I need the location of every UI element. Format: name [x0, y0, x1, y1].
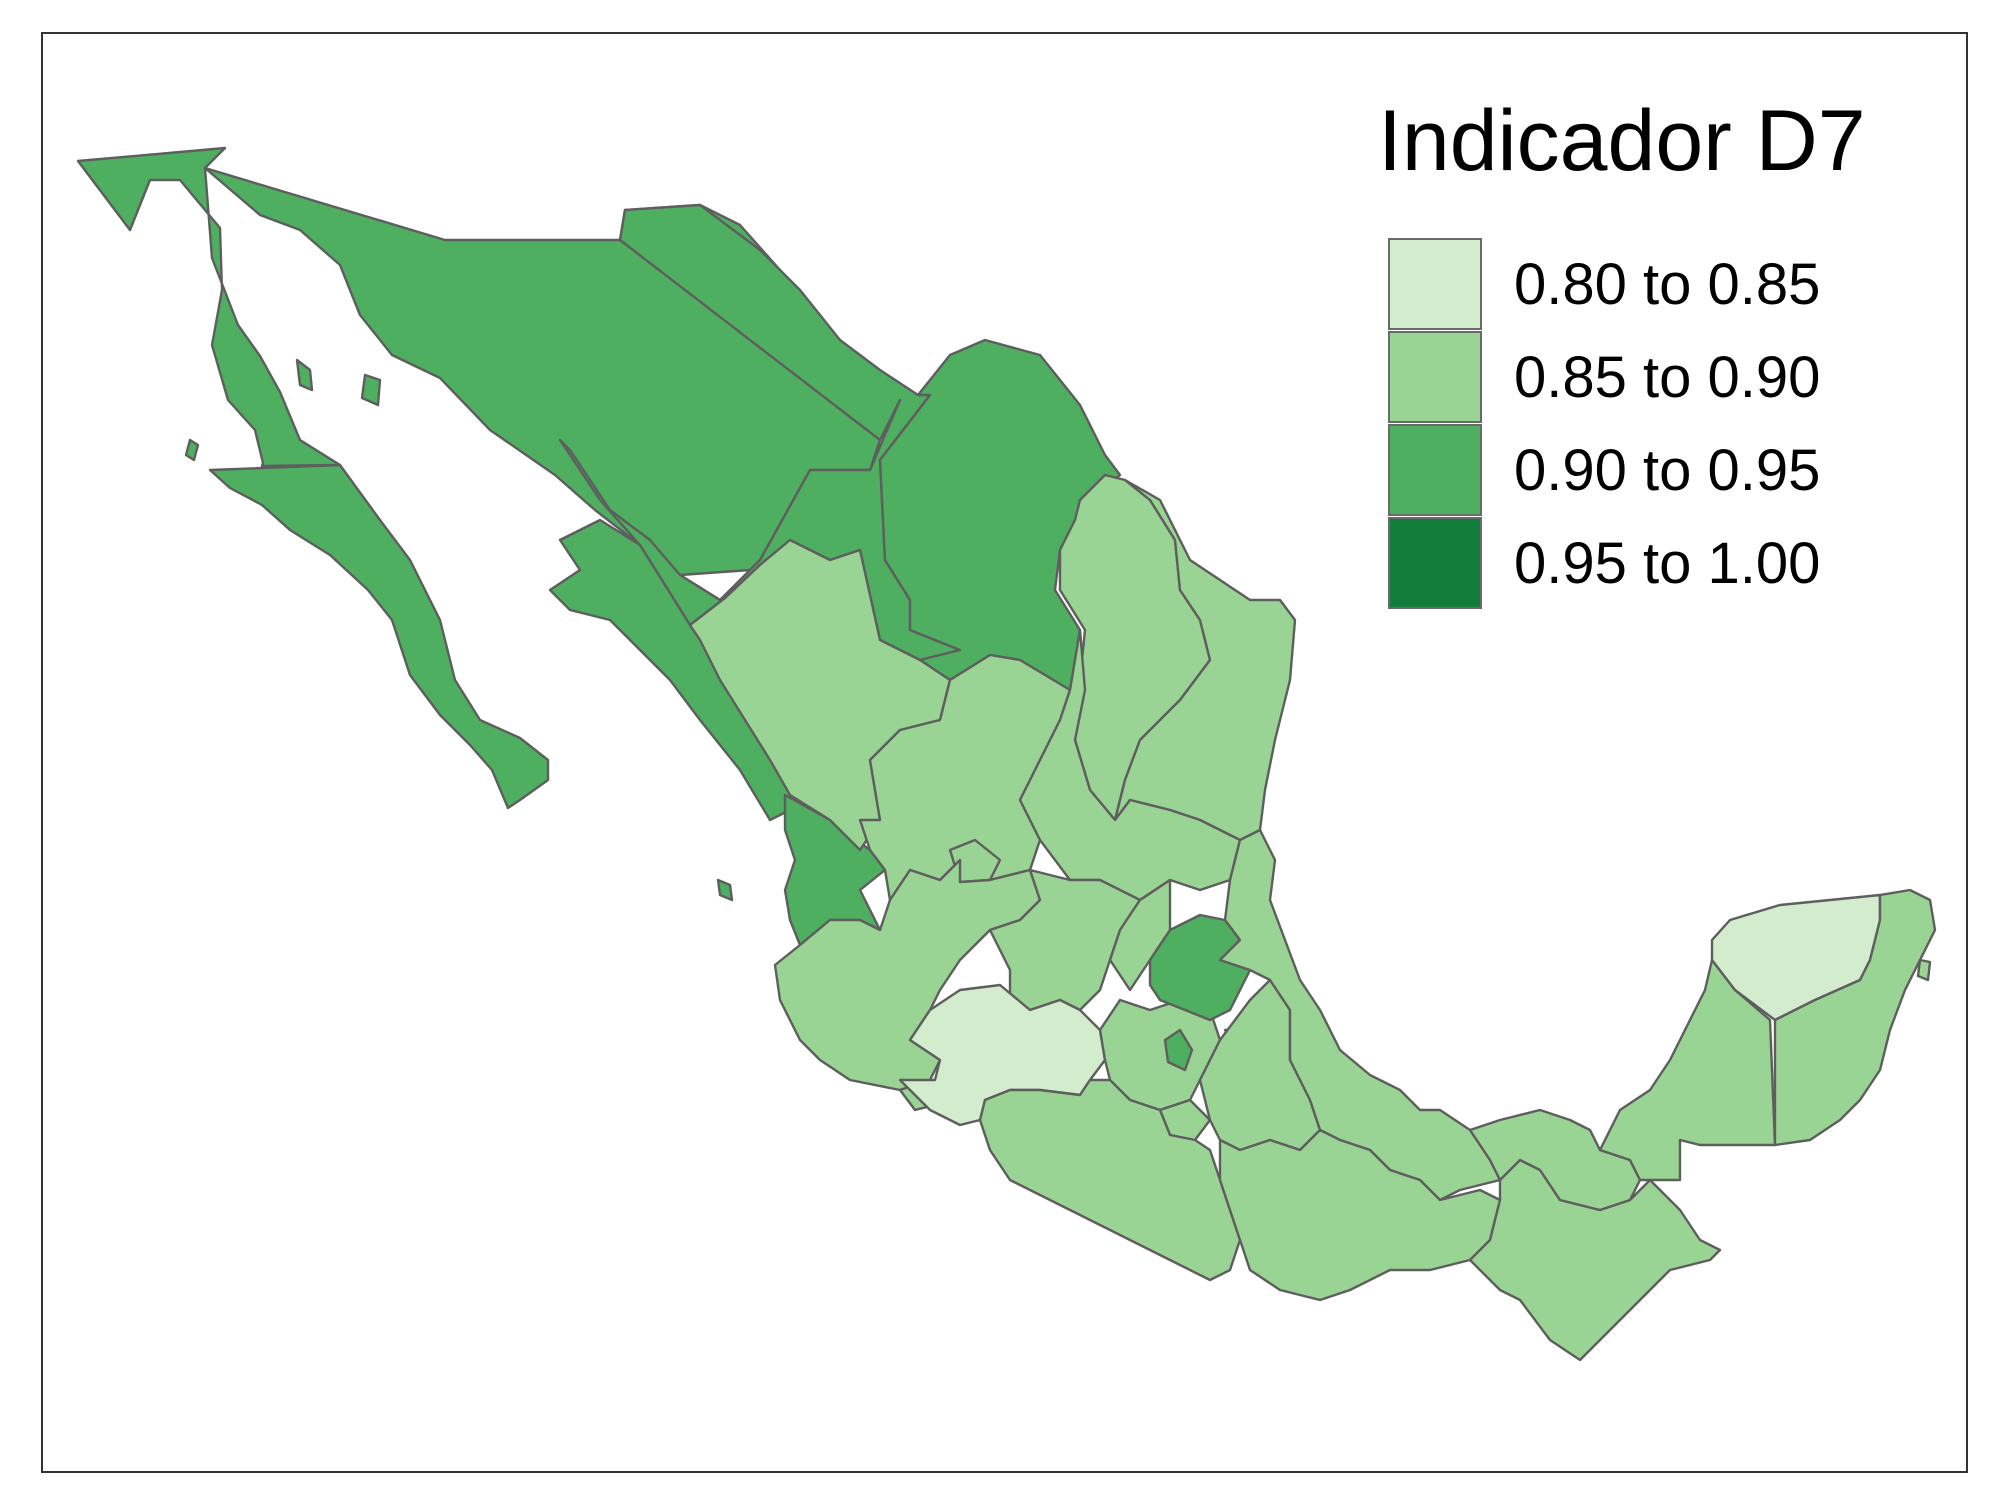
- region-island-cozumel: [1916, 958, 1932, 982]
- region-island-cedros: [184, 438, 200, 462]
- region-baja-california-sur: [208, 463, 550, 810]
- legend-swatch-2: [1388, 424, 1482, 516]
- legend-label-2: 0.90 to 0.95: [1514, 437, 1821, 503]
- region-mexico-city: [1163, 1028, 1194, 1072]
- legend-swatch-3: [1388, 517, 1482, 609]
- legend-swatch-0: [1388, 238, 1482, 330]
- legend-title: Indicador D7: [1378, 93, 1866, 189]
- region-hidalgo: [1148, 913, 1252, 1022]
- region-island-isla-angel: [295, 358, 314, 392]
- region-guerrero: [978, 1078, 1242, 1282]
- region-queretaro: [1108, 878, 1172, 992]
- region-veracruz: [1218, 828, 1502, 1202]
- legend-label-3: 0.95 to 1.00: [1514, 530, 1821, 596]
- legend-label-0: 0.80 to 0.85: [1514, 251, 1821, 317]
- region-island-marias: [716, 878, 734, 902]
- legend-label-1: 0.85 to 0.90: [1514, 344, 1821, 410]
- legend-swatch-1: [1388, 331, 1482, 423]
- legend-item-2: 0.90 to 0.95: [1388, 424, 1820, 516]
- region-campeche: [1598, 958, 1777, 1182]
- region-tabasco: [1468, 1108, 1642, 1212]
- region-quintana-roo: [1773, 888, 1937, 1147]
- region-baja-california: [76, 146, 342, 468]
- legend-item-1: 0.85 to 0.90: [1388, 331, 1820, 423]
- legend-item-0: 0.80 to 0.85: [1388, 238, 1820, 330]
- map-frame: [41, 32, 1968, 1473]
- legend-item-3: 0.95 to 1.00: [1388, 517, 1820, 609]
- region-island-tiburon: [360, 373, 382, 407]
